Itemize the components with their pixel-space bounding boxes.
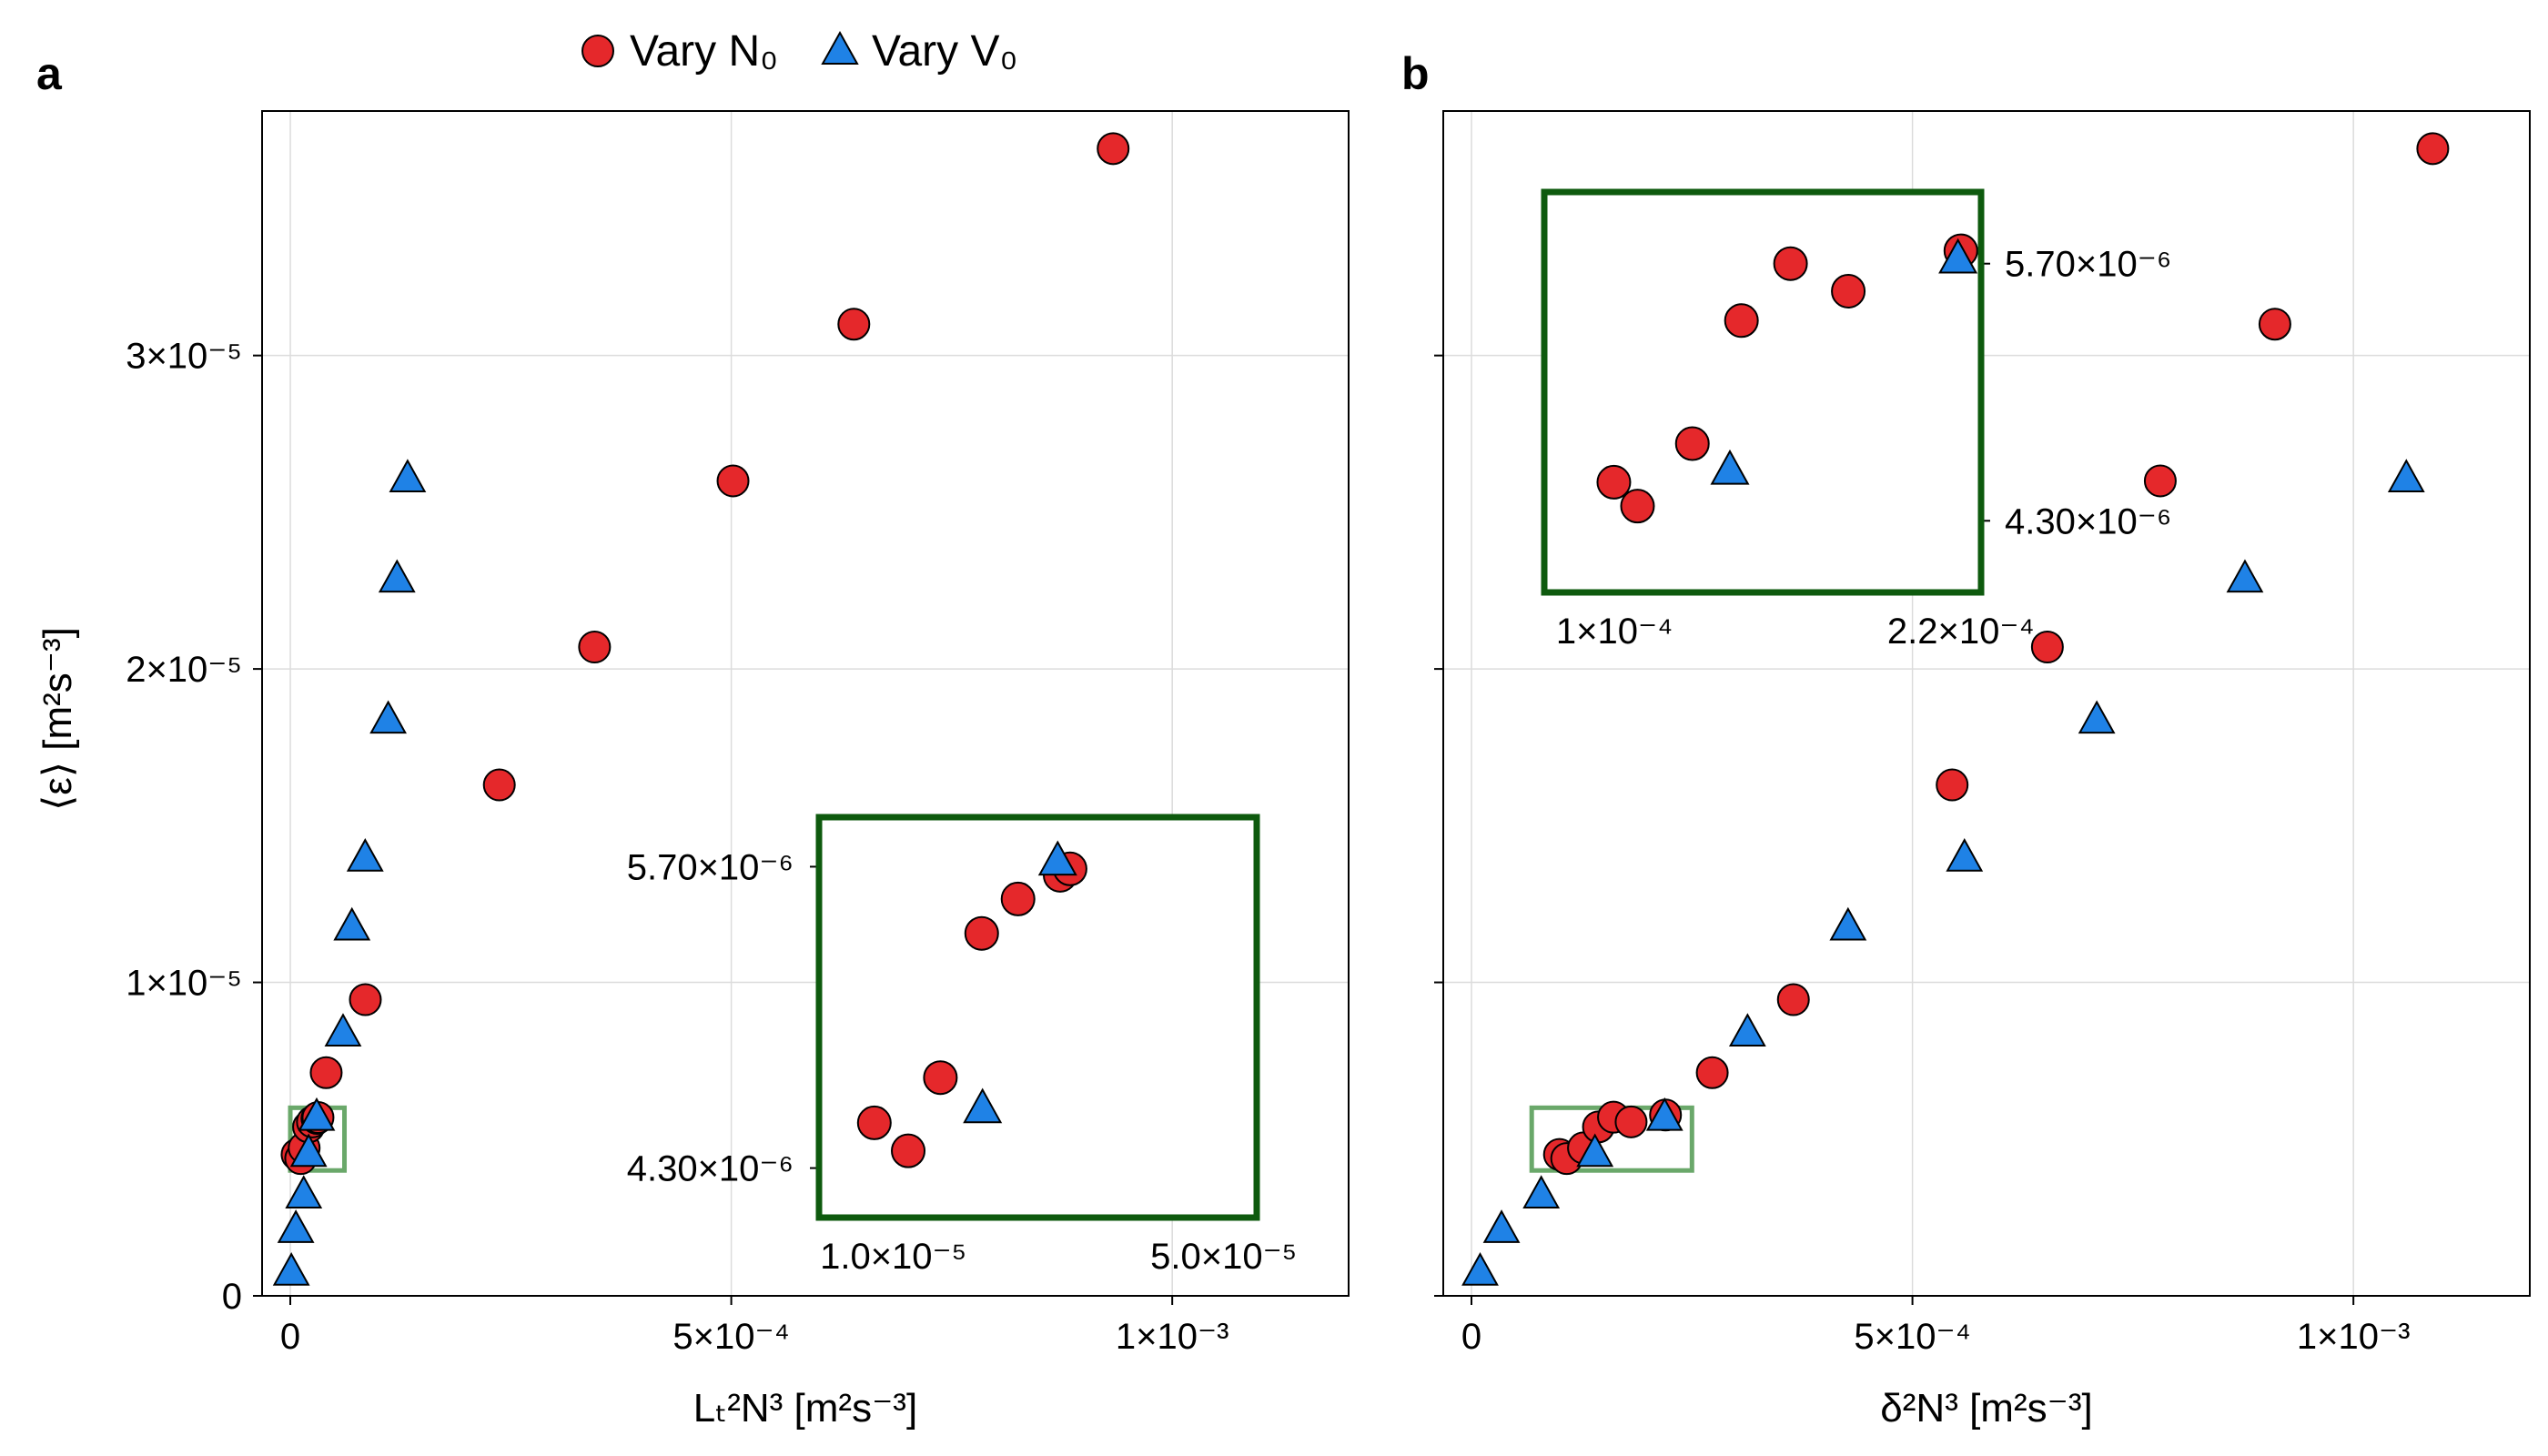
y-axis-label: ⟨ε⟩ [m²s⁻³] xyxy=(35,627,80,811)
point-b-triangle-8 xyxy=(2078,700,2116,734)
x-tick-label-a-1: 5×10⁻⁴ xyxy=(672,1317,789,1357)
plot-frame-a xyxy=(261,110,1350,1297)
x-tick-label-b-2: 1×10⁻³ xyxy=(2297,1317,2411,1357)
point-b-triangle-10 xyxy=(2387,459,2425,492)
x-axis-label-a: Lₜ²N³ [m²s⁻³] xyxy=(693,1386,917,1431)
y-tick-label-a-2: 2×10⁻⁵ xyxy=(126,650,242,690)
point-a-circle-8 xyxy=(349,983,382,1016)
inset-background-b xyxy=(1544,192,1981,592)
point-a-circle-7 xyxy=(309,1056,343,1089)
y-tick-label-a-0: 0 xyxy=(222,1277,242,1317)
x-tick-label-a-0: 0 xyxy=(280,1317,300,1357)
panel-a: 0 5×10⁻⁴ 1×10⁻³ 0 1×10⁻⁵ 2×10⁻⁵ 3×10⁻⁵ Lₜ²N³ [m… xyxy=(126,110,1350,1431)
point-b-circle-9 xyxy=(1936,768,1969,802)
point-a-circle-10 xyxy=(578,631,612,663)
inset-x-tick-label-a-0: 1.0×10⁻⁵ xyxy=(820,1237,966,1277)
inset-y-tick-label-a-0: 4.30×10⁻⁶ xyxy=(627,1149,794,1189)
panel-b: 0 5×10⁻⁴ 1×10⁻³ δ²N³ [m²s⁻³] 1×10⁻⁴ 2.2×10⁻⁴ 4… xyxy=(1434,110,2531,1431)
inset-point-b-circle-0 xyxy=(1596,464,1632,500)
point-b-triangle-5 xyxy=(1728,1013,1766,1046)
y-tick-label-a-3: 3×10⁻⁵ xyxy=(126,337,242,377)
inset-point-b-circle-2 xyxy=(1674,426,1710,461)
inset-point-b-circle-5 xyxy=(1831,273,1866,308)
point-a-triangle-9 xyxy=(378,559,416,593)
inset-y-tick-label-b-1: 5.70×10⁻⁶ xyxy=(2005,245,2171,285)
point-b-circle-12 xyxy=(2258,308,2291,341)
inset-point-b-circle-3 xyxy=(1724,303,1759,339)
point-b-circle-13 xyxy=(2416,132,2450,166)
panel-a-label: a xyxy=(36,48,63,99)
point-b-triangle-0 xyxy=(1461,1252,1499,1286)
y-tick-label-a-1: 1×10⁻⁵ xyxy=(126,964,242,1004)
inset-x-tick-label-b-0: 1×10⁻⁴ xyxy=(1556,612,1673,652)
x-axis-label-b: δ²N³ [m²s⁻³] xyxy=(1880,1386,2092,1431)
legend-n0-label: Vary N₀ xyxy=(630,27,778,76)
inset-point-b-triangle-3 xyxy=(1710,449,1750,485)
inset-point-a-circle-4 xyxy=(1000,881,1036,916)
x-tick-label-b-0: 0 xyxy=(1461,1317,1481,1357)
point-b-circle-5 xyxy=(1614,1105,1648,1138)
inset-x-tick-label-b-1: 2.2×10⁻⁴ xyxy=(1887,612,2035,652)
point-a-triangle-7 xyxy=(346,838,384,872)
point-a-circle-11 xyxy=(716,464,750,498)
point-b-triangle-2 xyxy=(1522,1175,1561,1209)
point-a-triangle-5 xyxy=(324,1013,362,1046)
point-b-circle-10 xyxy=(2030,631,2064,663)
point-a-triangle-0 xyxy=(272,1252,310,1286)
panel-b-label: b xyxy=(1401,48,1430,99)
point-b-circle-11 xyxy=(2143,464,2177,498)
inset-a: 1.0×10⁻⁵ 5.0×10⁻⁵ 4.30×10⁻⁶ 5.70×10⁻⁶ xyxy=(627,814,1297,1277)
inset-point-b-circle-4 xyxy=(1773,246,1808,281)
inset-frame-b xyxy=(1541,188,1985,596)
point-a-circle-9 xyxy=(482,768,516,802)
point-a-triangle-6 xyxy=(333,906,371,941)
x-tick-label-b-1: 5×10⁻⁴ xyxy=(1854,1317,1970,1357)
point-a-triangle-10 xyxy=(389,459,427,492)
inset-point-a-triangle-4 xyxy=(1037,840,1077,876)
point-b-circle-7 xyxy=(1695,1056,1729,1089)
point-a-circle-13 xyxy=(1097,132,1130,166)
plot-frame-b xyxy=(1442,110,2531,1297)
point-b-triangle-1 xyxy=(1482,1209,1521,1243)
inset-point-a-circle-3 xyxy=(964,915,999,951)
inset-y-tick-label-b-0: 4.30×10⁻⁶ xyxy=(2005,501,2171,541)
legend-v0-label: Vary V₀ xyxy=(872,27,1017,76)
point-b-circle-8 xyxy=(1776,983,1810,1016)
legend: Vary N₀ Vary V₀ xyxy=(581,27,1017,76)
inset-point-a-circle-2 xyxy=(923,1060,958,1096)
point-b-triangle-3 xyxy=(1576,1133,1614,1168)
point-b-triangle-6 xyxy=(1829,906,1867,941)
point-a-triangle-8 xyxy=(369,700,407,734)
point-b-triangle-7 xyxy=(1946,838,1984,872)
point-b-triangle-4 xyxy=(1645,1097,1684,1131)
inset-b: 1×10⁻⁴ 2.2×10⁻⁴ 4.30×10⁻⁶ 5.70×10⁻⁶ xyxy=(1541,188,2171,652)
point-b-triangle-9 xyxy=(2226,559,2264,593)
inset-point-a-triangle-3 xyxy=(963,1087,1003,1124)
point-a-triangle-4 xyxy=(298,1097,336,1131)
inset-frame-a xyxy=(815,814,1260,1221)
point-a-triangle-3 xyxy=(289,1133,328,1168)
point-a-triangle-1 xyxy=(277,1209,315,1243)
inset-point-a-circle-0 xyxy=(856,1105,892,1140)
inset-background-a xyxy=(819,817,1257,1218)
x-tick-label-a-2: 1×10⁻³ xyxy=(1116,1317,1229,1357)
point-a-circle-12 xyxy=(837,308,871,341)
inset-point-b-triangle-4 xyxy=(1938,238,1978,274)
inset-point-a-circle-1 xyxy=(891,1133,926,1168)
inset-point-b-circle-1 xyxy=(1620,489,1655,524)
legend-v0-marker xyxy=(821,30,859,65)
point-a-triangle-2 xyxy=(285,1175,323,1209)
inset-x-tick-label-a-1: 5.0×10⁻⁵ xyxy=(1150,1237,1297,1277)
inset-y-tick-label-a-1: 5.70×10⁻⁶ xyxy=(627,847,794,887)
legend-n0-marker xyxy=(581,35,614,67)
